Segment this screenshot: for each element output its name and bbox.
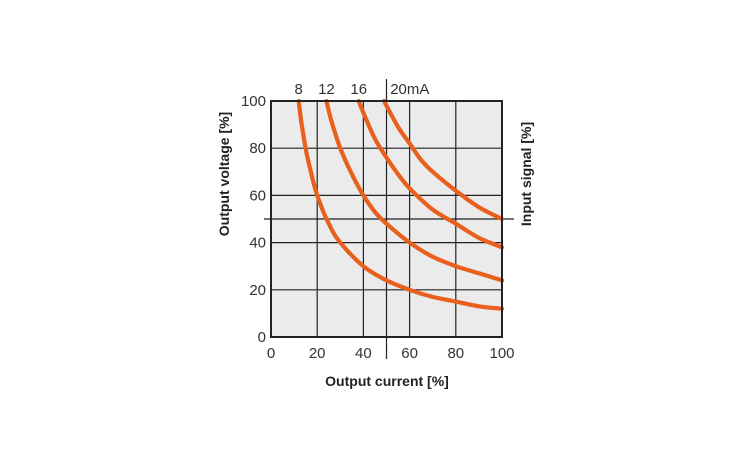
x-tick-labels: 0 20 40 60 80 100 [267, 345, 515, 362]
x-tick-label: 0 [267, 345, 275, 362]
plot-frame [270, 100, 503, 338]
series-label-12: 12 [318, 81, 335, 98]
y-tick-label: 60 [249, 187, 266, 204]
x-axis-label: Output current [%] [325, 373, 449, 389]
y-tick-label: 100 [241, 93, 266, 110]
series-top-labels: 8 12 16 20mA [295, 81, 430, 98]
y-tick-label: 40 [249, 235, 266, 252]
series-label-16: 16 [350, 81, 367, 98]
y-tick-label: 0 [258, 329, 266, 346]
secondary-y-axis-label: Input signal [%] [518, 122, 534, 226]
x-tick-label: 20 [309, 345, 326, 362]
characteristic-curves [296, 98, 505, 311]
series-label-8: 8 [295, 81, 303, 98]
x-tick-label: 40 [355, 345, 372, 362]
x-tick-label: 60 [401, 345, 418, 362]
marker-lines [264, 79, 514, 359]
curve-12 [324, 98, 505, 283]
curve-8 [296, 98, 505, 311]
y-axis-label: Output voltage [%] [216, 112, 232, 236]
curve-16 [356, 98, 505, 250]
y-tick-label: 80 [249, 140, 266, 157]
y-tick-labels: 0 20 40 60 80 100 [241, 93, 266, 346]
x-tick-label: 100 [489, 345, 514, 362]
curve-20 [382, 98, 505, 222]
x-tick-label: 80 [447, 345, 464, 362]
series-label-20: 20mA [390, 81, 429, 98]
y-tick-label: 20 [249, 282, 266, 299]
